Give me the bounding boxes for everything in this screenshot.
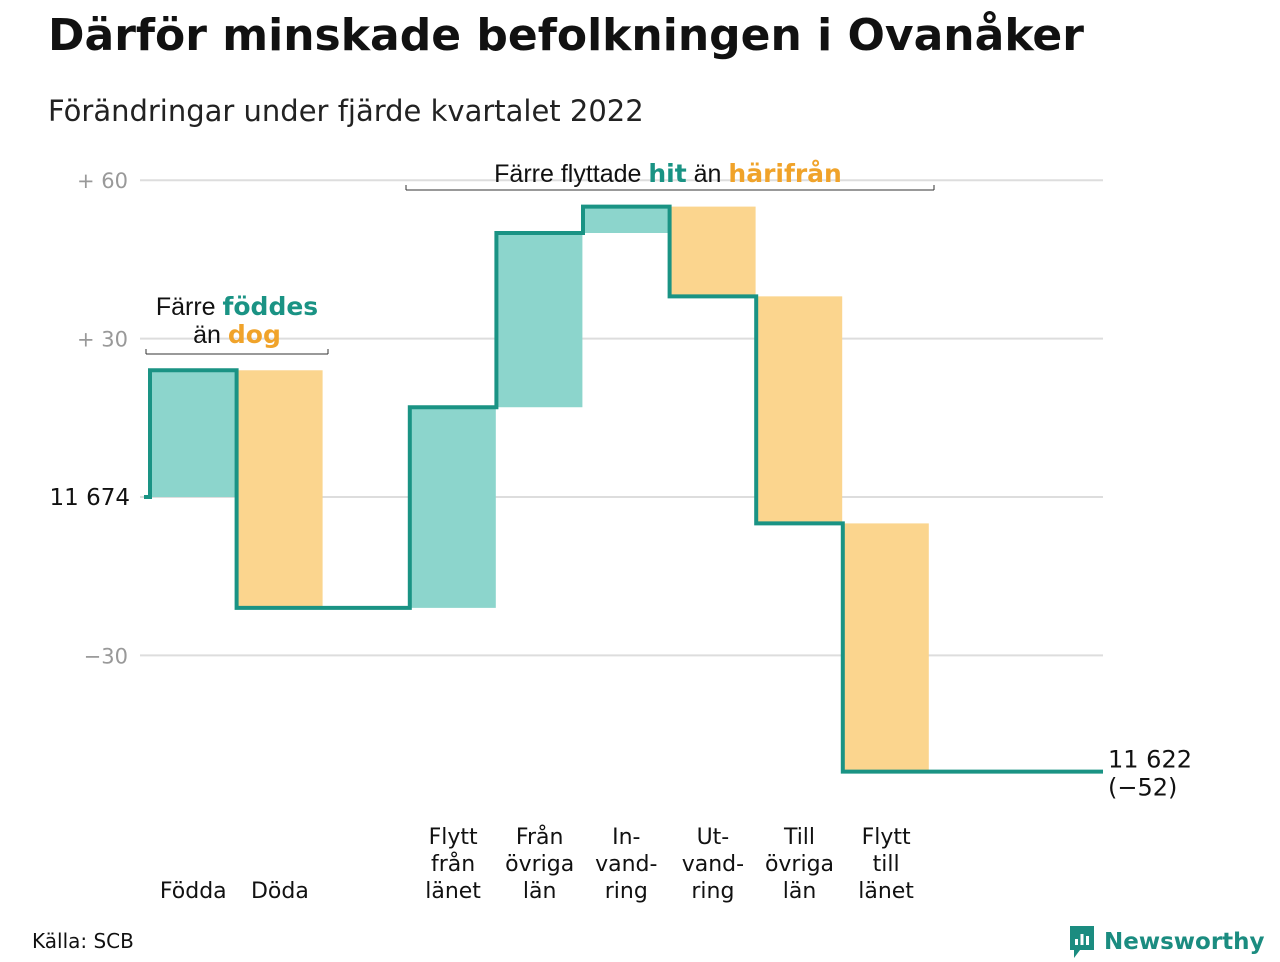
migration-annotation-highlight-2: härifrån	[728, 159, 841, 188]
y-tick-label: −30	[84, 644, 128, 668]
category-label: Till	[783, 825, 815, 850]
migration-annotation-text: Färre flyttade	[494, 160, 648, 188]
births-annotation-text: Färre	[156, 293, 223, 321]
category-label: Flytt	[429, 825, 478, 850]
category-label: vand-	[595, 852, 657, 877]
cumulative-step-line	[144, 204, 1103, 774]
births-annotation: Färre föddes än dog	[145, 292, 329, 355]
grid-layer	[140, 179, 1103, 657]
waterfall-bar	[409, 407, 496, 608]
newsworthy-logo-icon	[1070, 926, 1094, 958]
waterfall-bar	[150, 370, 236, 497]
y-tick-label: + 30	[77, 328, 128, 352]
waterfall-bar	[842, 523, 929, 772]
source-note: Källa: SCB	[32, 929, 134, 953]
category-label: övriga	[765, 852, 834, 877]
category-label: Ut-	[697, 825, 730, 850]
migration-annotation: Färre flyttade hit än härifrån	[405, 159, 935, 191]
waterfall-bar	[583, 206, 669, 233]
migration-annotation-highlight: hit	[648, 159, 686, 188]
newsworthy-logo: Newsworthy	[1068, 922, 1265, 962]
end-change-label: (−52)	[1108, 774, 1177, 802]
waterfall-bar	[669, 206, 756, 297]
waterfall-bar	[496, 233, 583, 408]
category-label: Döda	[251, 879, 309, 904]
bar-layer	[150, 206, 929, 772]
category-label: länet	[425, 879, 481, 904]
category-label: län	[783, 879, 817, 904]
svg-text:Färre föddes: Färre föddes	[156, 292, 318, 321]
waterfall-bar	[756, 296, 843, 524]
svg-text:än dog: än dog	[193, 320, 281, 349]
category-label: Från	[516, 824, 564, 850]
births-annotation-highlight-2: dog	[228, 320, 281, 349]
births-annotation-highlight: föddes	[223, 292, 319, 321]
line-layer	[144, 204, 1103, 774]
category-label: vand-	[682, 852, 744, 877]
category-label: Födda	[160, 879, 227, 904]
start-value-label: 11 674	[50, 485, 130, 511]
migration-annotation-text-2: än	[687, 160, 729, 188]
category-label: ring	[605, 879, 648, 904]
svg-text:Färre flyttade hit än härifrån: Färre flyttade hit än härifrån	[494, 159, 842, 188]
category-label: Flytt	[862, 825, 911, 850]
end-value-label: 11 622	[1108, 746, 1192, 774]
category-label: In-	[612, 825, 640, 850]
category-label: länet	[858, 879, 914, 904]
category-label: län	[523, 879, 557, 904]
waterfall-bar	[236, 370, 323, 608]
category-label: från	[431, 851, 475, 877]
page-subtitle: Förändringar under fjärde kvartalet 2022	[48, 94, 644, 128]
category-label: ring	[691, 879, 734, 904]
category-label: till	[873, 852, 900, 877]
y-tick-label: + 60	[77, 169, 128, 193]
newsworthy-logo-text: Newsworthy	[1104, 929, 1265, 955]
births-annotation-text-2: än	[193, 321, 228, 349]
category-label: övriga	[505, 852, 574, 877]
page-title: Därför minskade befolkningen i Ovanåker	[48, 10, 1084, 61]
